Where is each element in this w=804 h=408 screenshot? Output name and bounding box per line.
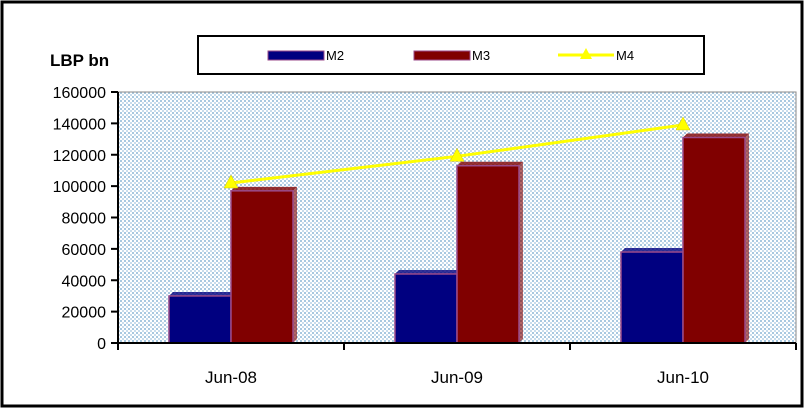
y-tick-label: 160000 [53, 85, 106, 102]
x-tick-label: Jun-09 [431, 368, 483, 387]
x-tick-label: Jun-10 [657, 368, 709, 387]
bar-m3 [682, 133, 749, 344]
legend-swatch [413, 50, 471, 61]
legend-item-m2: M2 [267, 48, 344, 63]
legend-label: M2 [326, 48, 344, 63]
y-tick-label: 0 [97, 336, 106, 353]
y-tick-label: 120000 [53, 148, 106, 165]
legend-swatch [267, 50, 325, 61]
bar-m2 [394, 269, 461, 344]
y-tick-label: 80000 [62, 211, 107, 228]
x-tick-label: Jun-08 [205, 368, 257, 387]
y-tick-label: 60000 [62, 242, 107, 259]
legend: M2 M3 M4 [197, 35, 705, 75]
marker-m4 [675, 116, 691, 131]
legend-item-m3: M3 [413, 48, 490, 63]
bar-m3 [230, 186, 297, 344]
legend-item-m4: M4 [558, 48, 634, 63]
y-axis-title: LBP bn [50, 51, 109, 70]
y-tick-label: 20000 [62, 305, 107, 322]
legend-label: M3 [472, 48, 490, 63]
y-tick-label: 100000 [53, 179, 106, 196]
bar-m2 [168, 291, 235, 344]
marker-m4 [449, 147, 465, 162]
bar-m2 [620, 248, 687, 344]
marker-m4 [223, 174, 239, 189]
legend-label: M4 [616, 48, 634, 63]
legend-marker [580, 48, 592, 59]
y-tick-label: 40000 [62, 273, 107, 290]
y-tick-label: 140000 [53, 116, 106, 133]
bar-m3 [456, 161, 523, 344]
